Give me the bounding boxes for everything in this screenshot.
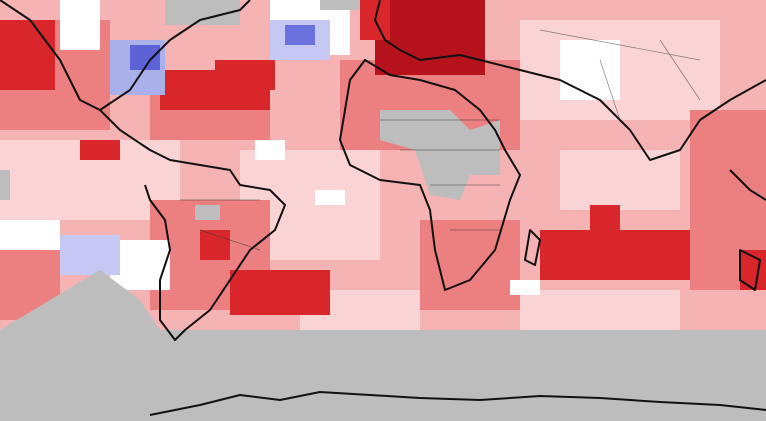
coastline [0,0,251,111]
patch [285,25,315,45]
patch [215,60,275,90]
patch [0,220,60,250]
patch [255,140,285,160]
coastline [374,0,766,161]
patch [590,205,620,235]
coastline [149,391,766,416]
patch [0,20,55,90]
coastline [99,109,286,341]
patch [420,220,520,310]
patch [540,230,690,280]
europe-anomaly [375,0,485,75]
region [0,330,766,421]
patch [560,150,680,210]
patch [230,270,330,315]
borders [180,29,701,251]
coastline [339,59,521,291]
patch [60,0,100,50]
border [180,29,701,251]
region [195,205,220,220]
patch [315,190,345,205]
region [0,170,10,200]
region [320,0,360,10]
patch [200,230,230,260]
patch [520,290,680,330]
patch [80,140,120,160]
coastline [524,229,541,266]
patch [560,40,620,100]
patch [510,280,540,295]
light-anomaly [0,20,720,330]
strong-anomaly [0,20,766,315]
patch [60,235,120,275]
region [380,110,500,200]
coastline [729,169,766,291]
